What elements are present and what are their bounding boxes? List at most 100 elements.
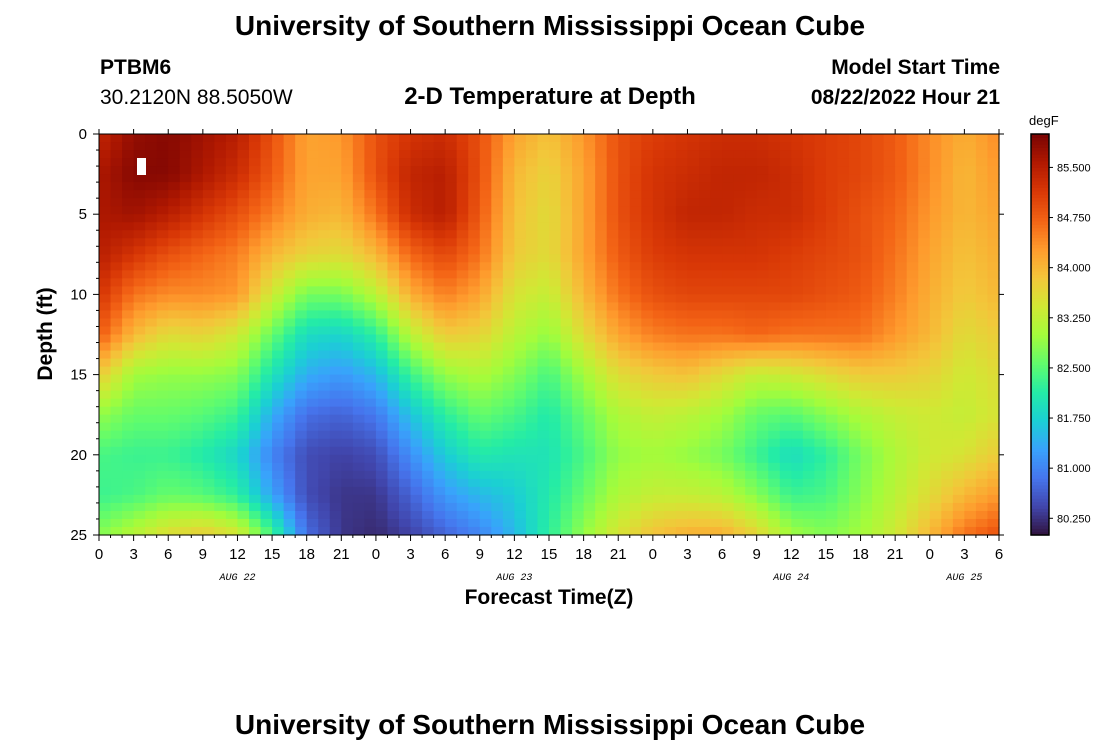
heatmap-cell <box>514 502 527 512</box>
colorbar-segment <box>1031 301 1049 306</box>
heatmap-cell <box>699 382 712 392</box>
heatmap-cell <box>595 318 608 328</box>
heatmap-cell <box>502 462 515 472</box>
heatmap-cell <box>595 398 608 408</box>
heatmap-cell <box>502 414 515 424</box>
heatmap-cell <box>283 166 296 175</box>
heatmap-cell <box>410 422 423 432</box>
heatmap-cell <box>156 494 169 504</box>
heatmap-cell <box>756 422 769 432</box>
heatmap-cell <box>191 390 204 400</box>
heatmap-cell <box>491 470 504 480</box>
colorbar-segment <box>1031 481 1049 486</box>
heatmap-cell <box>791 470 804 480</box>
heatmap-cell <box>595 494 608 504</box>
heatmap-cell <box>191 526 204 536</box>
heatmap-cell <box>941 486 954 496</box>
heatmap-cell <box>422 206 435 215</box>
heatmap-cell <box>929 358 942 368</box>
heatmap-cell <box>525 358 539 368</box>
heatmap-cell <box>375 414 389 424</box>
heatmap-cell <box>722 470 735 480</box>
heatmap-cell <box>168 478 181 488</box>
heatmap-cell <box>572 294 585 304</box>
heatmap-cell <box>929 430 942 440</box>
heatmap-cell <box>918 462 931 472</box>
heatmap-cell <box>779 318 792 328</box>
heatmap-cell <box>260 222 273 231</box>
heatmap-cell <box>733 470 746 480</box>
heatmap-cell <box>202 326 215 336</box>
heatmap-cell <box>99 262 112 271</box>
heatmap-cell <box>883 302 896 312</box>
heatmap-cell <box>410 182 423 191</box>
heatmap-cell <box>456 438 469 448</box>
heatmap-cell <box>306 206 319 215</box>
heatmap-cell <box>364 486 377 496</box>
heatmap-cell <box>595 358 608 368</box>
heatmap-cell <box>329 366 342 376</box>
heatmap-cell <box>929 230 942 239</box>
heatmap-cell <box>814 278 827 287</box>
heatmap-cell <box>283 374 296 384</box>
heatmap-cell <box>699 318 712 328</box>
heatmap-cell <box>641 374 654 384</box>
heatmap-cell <box>629 406 642 416</box>
heatmap-cell <box>225 294 239 304</box>
heatmap-cell <box>249 446 262 456</box>
heatmap-cell <box>202 318 215 328</box>
heatmap-cell <box>399 182 412 191</box>
heatmap-cell <box>352 446 365 456</box>
heatmap-cell <box>514 246 527 255</box>
heatmap-cell <box>837 262 850 271</box>
heatmap-cell <box>825 262 839 271</box>
heatmap-cell <box>491 166 504 175</box>
heatmap-cell <box>872 270 885 279</box>
heatmap-cell <box>410 526 423 536</box>
heatmap-cell <box>502 358 515 368</box>
heatmap-cell <box>249 438 262 448</box>
heatmap-cell <box>237 438 250 448</box>
heatmap-cell <box>110 526 123 536</box>
heatmap-cell <box>237 494 250 504</box>
heatmap-cell <box>618 326 631 336</box>
heatmap-cell <box>572 414 585 424</box>
heatmap-cell <box>756 230 769 239</box>
heatmap-cell <box>179 526 192 536</box>
heatmap-cell <box>952 510 965 520</box>
heatmap-cell <box>779 198 792 207</box>
heatmap-cell <box>537 214 550 223</box>
heatmap-cell <box>491 406 504 416</box>
heatmap-cell <box>652 222 665 231</box>
heatmap-cell <box>479 158 492 167</box>
heatmap-cell <box>699 254 712 263</box>
heatmap-cell <box>422 238 435 247</box>
heatmap-cell <box>156 526 169 536</box>
heatmap-cell <box>583 198 596 207</box>
heatmap-cell <box>318 510 331 520</box>
heatmap-cell <box>918 470 931 480</box>
heatmap-cell <box>860 446 873 456</box>
heatmap-cell <box>433 382 446 392</box>
heatmap-cell <box>802 366 815 376</box>
heatmap-cell <box>410 206 423 215</box>
heatmap-cell <box>629 486 642 496</box>
heatmap-cell <box>941 206 954 215</box>
heatmap-cell <box>318 350 331 360</box>
heatmap-cell <box>918 310 931 320</box>
heatmap-cell <box>191 326 204 336</box>
heatmap-cell <box>964 254 977 263</box>
heatmap-cell <box>825 502 839 512</box>
heatmap-cell <box>860 326 873 336</box>
heatmap-cell <box>699 278 712 287</box>
heatmap-cell <box>918 238 931 247</box>
heatmap-cell <box>375 190 389 199</box>
heatmap-cell <box>537 254 550 263</box>
heatmap-cell <box>641 150 654 159</box>
heatmap-cell <box>814 134 827 143</box>
heatmap-cell <box>295 254 308 263</box>
heatmap-cell <box>249 486 262 496</box>
heatmap-cell <box>652 254 665 263</box>
heatmap-cell <box>329 142 342 151</box>
heatmap-cell <box>191 150 204 159</box>
